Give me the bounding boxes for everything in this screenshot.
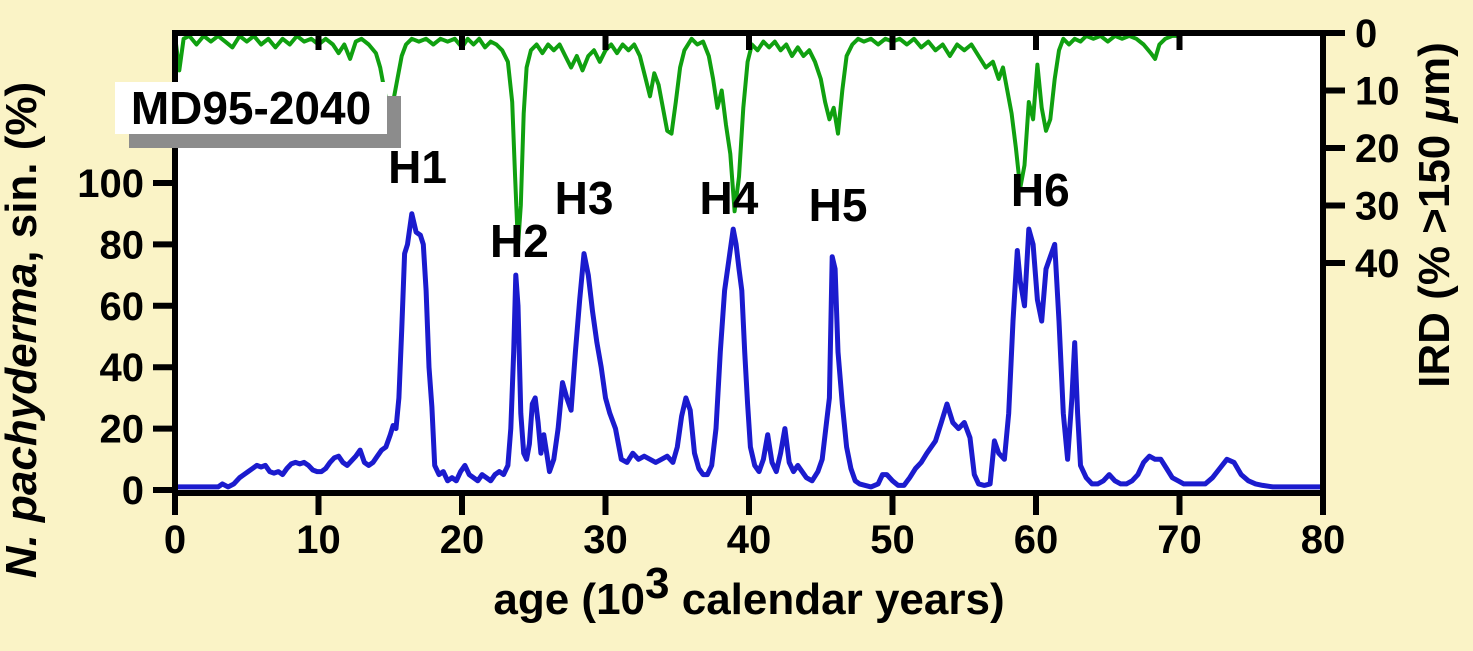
tick-label: 70 xyxy=(1157,518,1202,562)
h2-label: H2 xyxy=(490,215,549,267)
heinrich-event-labels: H1 H2 H3 H4 H5 H6 xyxy=(388,141,1070,267)
x-axis-ticks: 0 10 20 30 40 50 60 70 80 xyxy=(164,493,1345,562)
right-axis-label: IRD (% >150 μm) xyxy=(1410,42,1459,388)
top-axis-ticks xyxy=(315,34,1183,50)
tick-label: 20 xyxy=(1355,127,1400,171)
tick-label: 80 xyxy=(100,223,145,267)
right-axis-ticks: 0 10 20 30 40 xyxy=(1325,12,1400,286)
tick-label: 20 xyxy=(440,518,485,562)
left-axis-label: N. pachyderma, sin. (%) xyxy=(0,82,46,578)
h4-label: H4 xyxy=(699,172,758,224)
tick-label: 10 xyxy=(1355,70,1400,114)
x-axis-label: age (103 calendar years) xyxy=(493,559,1004,624)
tick-label: 0 xyxy=(164,518,186,562)
tick-label: 40 xyxy=(1355,242,1400,286)
tick-label: 40 xyxy=(100,346,145,390)
h3-label: H3 xyxy=(555,172,614,224)
tick-label: 20 xyxy=(100,408,145,452)
tick-label: 30 xyxy=(1355,185,1400,229)
pachyderma-series-line xyxy=(172,211,1326,490)
tick-label: 100 xyxy=(77,162,144,206)
h6-label: H6 xyxy=(1011,164,1070,216)
tick-label: 10 xyxy=(296,518,341,562)
ird-series-line xyxy=(173,33,1182,248)
h1-label: H1 xyxy=(388,141,447,193)
tick-label: 50 xyxy=(870,518,915,562)
core-title-background xyxy=(115,82,387,134)
tick-label: 60 xyxy=(100,285,145,329)
h5-label: H5 xyxy=(809,179,868,231)
tick-label: 80 xyxy=(1301,518,1346,562)
tick-label: 0 xyxy=(1355,12,1377,56)
left-axis-ticks: 0 20 40 60 80 100 xyxy=(77,162,173,513)
core-title-text: MD95-2040 xyxy=(131,82,371,134)
tick-label: 40 xyxy=(727,518,772,562)
tick-label: 0 xyxy=(122,469,144,513)
core-title-box: MD95-2040 xyxy=(115,82,401,148)
tick-label: 30 xyxy=(583,518,628,562)
tick-label: 60 xyxy=(1014,518,1059,562)
